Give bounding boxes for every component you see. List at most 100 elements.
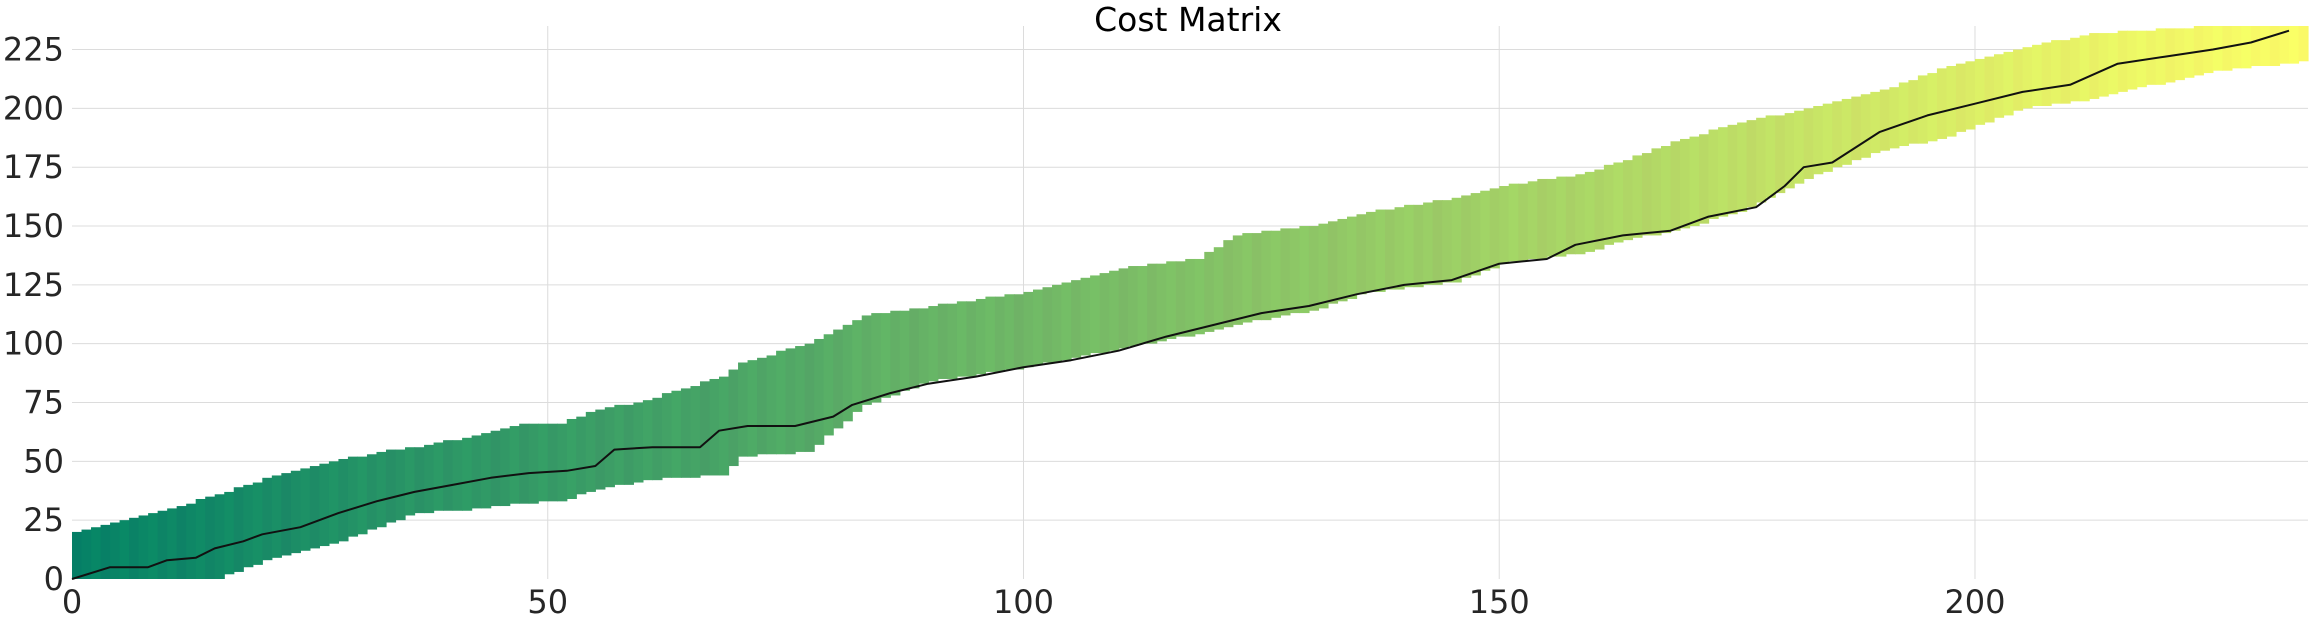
cost-cell-column xyxy=(1641,153,1653,236)
cost-cell-column xyxy=(595,409,606,490)
cost-cell-column xyxy=(500,428,511,507)
cost-cell-column xyxy=(1175,261,1186,337)
cost-cell-column xyxy=(1984,56,1995,123)
cost-cell-column xyxy=(1546,178,1557,257)
cost-cell-column xyxy=(833,329,844,429)
cost-cell-column xyxy=(119,520,130,579)
cost-cell-column xyxy=(1879,89,1890,151)
cost-cell-column xyxy=(309,466,320,549)
cost-cell-column xyxy=(994,296,1006,372)
cost-cell-column xyxy=(195,498,206,579)
cost-cell-column xyxy=(785,348,796,455)
cost-cell-column xyxy=(1432,200,1443,285)
cost-cell-column xyxy=(1775,115,1786,194)
cost-cell-column xyxy=(167,508,178,579)
cost-cell-column xyxy=(2003,51,2014,116)
cost-cell-column xyxy=(1109,270,1120,351)
cost-cell-column xyxy=(243,484,254,568)
cost-cell-column xyxy=(1308,226,1320,311)
cost-cell-column xyxy=(1584,171,1595,252)
cost-cell-column xyxy=(1737,122,1748,212)
cost-cell-column xyxy=(462,437,473,511)
cost-cell-column xyxy=(1822,103,1833,172)
cost-cell-column xyxy=(1756,117,1767,203)
cost-cell-column xyxy=(1270,230,1281,318)
y-tick-label: 225 xyxy=(3,31,64,69)
cost-cell-column xyxy=(661,393,673,478)
cost-cell-column xyxy=(1071,280,1082,358)
cost-cell-column xyxy=(1936,68,1948,139)
cost-cell-column xyxy=(1898,82,1909,147)
cost-cell-column xyxy=(347,456,359,537)
cost-cell-column xyxy=(490,430,501,507)
cost-cell-column xyxy=(1156,263,1167,342)
cost-cell-column xyxy=(1908,80,1919,144)
cost-cell-column xyxy=(975,298,987,375)
cost-cell-column xyxy=(1442,200,1453,283)
cost-cell-column xyxy=(1423,202,1434,285)
cost-cell-column xyxy=(129,517,140,579)
cost-cell-column xyxy=(252,482,263,565)
cost-cell-column xyxy=(852,320,863,412)
cost-cell-column xyxy=(2298,26,2309,62)
cost-cell-column xyxy=(1841,98,1852,165)
cost-cell-column xyxy=(2260,26,2271,67)
cost-cell-column xyxy=(1660,146,1672,234)
cost-cell-column xyxy=(2136,30,2147,88)
cost-cell-column xyxy=(1118,268,1129,349)
cost-cell-column xyxy=(880,313,891,398)
cost-cell-column xyxy=(1232,235,1243,325)
cost-cell-column xyxy=(1594,169,1605,250)
cost-cell-column xyxy=(690,386,701,478)
cost-cell-column xyxy=(747,360,758,457)
cost-cell-column xyxy=(2231,26,2242,69)
cost-cell-column xyxy=(1128,266,1139,347)
cost-cell-column xyxy=(1851,96,1862,161)
cost-cell-column xyxy=(1299,226,1310,314)
cost-cell-column xyxy=(405,447,416,516)
cost-cell-column xyxy=(1394,207,1405,290)
cost-cell-column xyxy=(985,296,996,372)
cost-cell-column xyxy=(899,310,910,391)
cost-cell-column xyxy=(1974,58,1986,125)
cost-cell-column xyxy=(766,355,777,455)
cost-cell-column xyxy=(2108,33,2119,95)
cost-cell-column xyxy=(1689,136,1700,227)
cost-cell-column xyxy=(1518,183,1529,262)
cost-cell-column xyxy=(1461,195,1472,278)
cost-cell-column xyxy=(385,449,397,523)
cost-cell-column xyxy=(652,397,663,481)
cost-cell-column xyxy=(338,458,349,542)
cost-cell-column xyxy=(1632,155,1643,238)
x-axis-tick-labels: 0 50 100 150 200 xyxy=(62,583,2006,621)
cost-cell-column xyxy=(138,515,149,579)
cost-cell-column xyxy=(1603,164,1615,245)
cost-cell-column xyxy=(376,451,387,528)
cost-cell-column xyxy=(1137,266,1148,344)
cost-cell-column xyxy=(2269,26,2281,67)
cost-cell-column xyxy=(1622,160,1634,241)
cost-cell-column xyxy=(2279,26,2290,64)
cost-cell-column xyxy=(2117,30,2128,92)
cost-cell-column xyxy=(2032,44,2043,107)
cost-cell-column xyxy=(709,378,720,476)
cost-cell-column xyxy=(728,369,739,467)
cost-cell-column xyxy=(433,442,444,511)
y-axis-tick-labels: 0 25 50 75 100 125 150 175 200 225 xyxy=(3,31,64,598)
cost-cell-column xyxy=(1699,134,1710,224)
cost-cell-column xyxy=(557,423,568,502)
cost-cell-column xyxy=(1385,209,1396,290)
cost-cell-column xyxy=(1889,87,1900,149)
cost-cell-column xyxy=(804,343,815,452)
cost-cell-column xyxy=(414,447,425,514)
cost-cell-column xyxy=(509,426,520,504)
cost-cell-column xyxy=(1327,221,1339,304)
cost-cell-column xyxy=(224,491,235,575)
cost-cell-column xyxy=(1480,190,1491,271)
x-tick-label: 50 xyxy=(527,583,568,621)
cost-cell-column xyxy=(928,306,939,382)
cost-cell-column xyxy=(1613,162,1624,243)
cost-cell-column xyxy=(947,303,958,379)
cost-cell-column xyxy=(1413,204,1424,288)
